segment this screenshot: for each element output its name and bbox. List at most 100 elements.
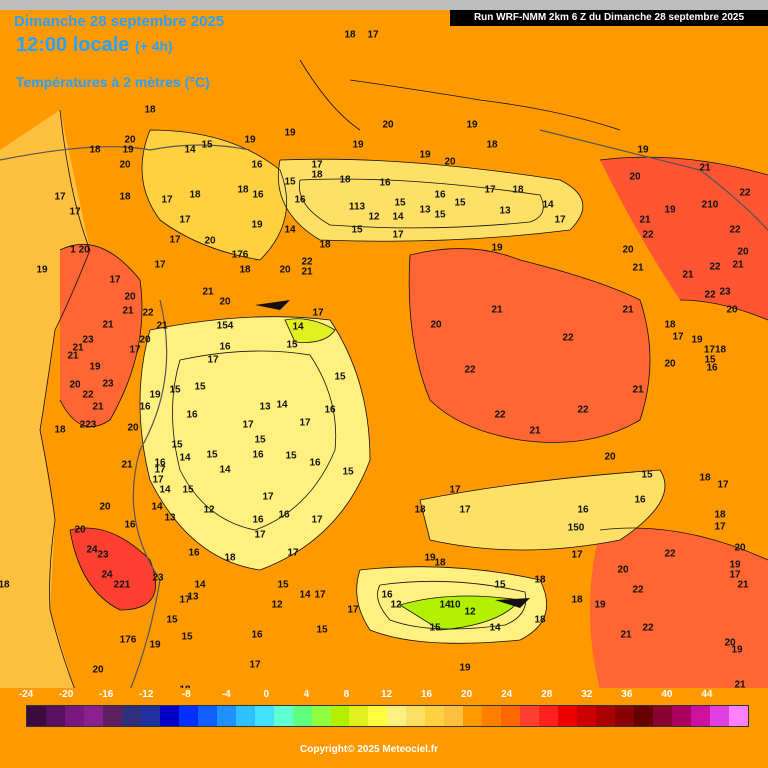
temperature-value: 18 [534,614,546,626]
scale-tick-label: 8 [343,689,350,700]
temperature-value: 176 [231,249,249,261]
temperature-value: 15 [704,354,716,366]
temperature-value: 21 [639,214,651,226]
temperature-value: 20 [127,422,139,434]
temperature-value: 15 [316,624,328,636]
parameter-title: Températures à 2 mètres (°C) [16,74,210,90]
scale-tick-label: 24 [501,689,513,700]
temperature-value: 17 [54,191,66,203]
temperature-value: 17 [484,184,496,196]
temperature-value: 19 [731,644,743,656]
temperature-value: 17 [262,491,274,503]
temperature-value: 10 [449,599,461,611]
cool-zone-northwest [142,130,287,260]
temperature-value: 18 [699,472,711,484]
scale-swatch [64,706,84,726]
temperature-value: 18 [144,104,156,116]
scale-swatch [121,706,141,726]
temperature-value: 14 [219,464,231,476]
scale-swatch [406,706,426,726]
warm-zone-northeast [600,157,768,320]
warm-zone-southeast [590,528,768,690]
temperature-value: 20 [219,296,231,308]
temperature-value: 15 [254,434,266,446]
scale-swatch [482,706,502,726]
temperature-value: 22 [709,261,721,273]
temperature-value: 18 [571,594,583,606]
temperature-value: 17 [312,307,324,319]
temperature-value: 1 20 [70,244,90,256]
temperature-value: 18 [486,139,498,151]
temperature-value: 18 [414,504,426,516]
temperature-value: 13 [499,205,511,217]
temperature-value: 1718 [703,344,727,356]
temperature-value: 14 [284,224,296,236]
scale-swatch [349,706,369,726]
scale-swatch [159,706,179,726]
temperature-value: 21 [92,401,104,413]
scale-swatch [520,706,540,726]
temperature-value: 16 [379,177,391,189]
scale-swatch [615,706,634,726]
scale-swatch [45,706,65,726]
temperature-value: 17 [179,594,191,606]
temperature-value: 17 [109,274,121,286]
run-info: Run WRF-NMM 2km 6 Z du Dimanche 28 septe… [450,10,768,26]
temperature-value: 19 [691,334,703,346]
temperature-value: 15 [182,484,194,496]
warm-zone-center [409,248,650,443]
temperature-value: 21 [122,305,134,317]
temperature-value: 18 [311,169,323,181]
temperature-value: 23 [82,334,94,346]
scale-swatch [652,706,672,726]
temperature-value: 18 [434,557,446,569]
scale-tick-label: -16 [98,689,114,700]
temperature-value: 17 [154,464,166,476]
temperature-value: 17 [311,159,323,171]
temperature-value: 21 [632,262,644,274]
temperature-value: 18 [344,29,356,41]
temperature-value: 20 [737,246,749,258]
temperature-value: 14 [276,399,288,411]
temperature-value: 12 [390,599,402,611]
temperature-value: 22 [642,229,654,241]
temperature-value: 20 [622,244,634,256]
scale-swatch [140,706,160,726]
temperature-value: 15 [201,139,213,151]
scale-tick-label: -12 [138,689,154,700]
temperature-value: 22 [464,364,476,376]
temperature-value: 15 [342,466,354,478]
scale-tick-label: -24 [18,689,34,700]
temperature-value: 15 [286,339,298,351]
temperature-value: 16 [634,494,646,506]
temperature-value: 20 [617,564,629,576]
temperature-value: 16 [577,504,589,516]
temperature-value: 21 [202,286,214,298]
temperature-value: 223 [79,419,97,431]
temperature-value: 221 [113,579,131,591]
temperature-value: 21 [72,342,84,354]
temperature-value: 17 [367,29,379,41]
temperature-value: 176 [119,634,137,646]
temperature-value: 22 [664,548,676,560]
temperature-value: 20 [726,304,738,316]
temperature-value: 13 [259,401,271,413]
scale-swatch [368,706,388,726]
temperature-value: 16 [252,514,264,526]
temperature-value: 16 [381,589,393,601]
temperature-value: 17 [717,479,729,491]
legend-background [0,688,768,768]
temperature-value: 21 [734,679,746,691]
temperature-value: 17 [254,529,266,541]
temperature-value: 12 [464,606,476,618]
temperature-value: 21 [67,350,79,362]
scale-tick-label: 44 [701,689,713,700]
temperature-value: 22 [577,404,589,416]
temperature-value: 15 [334,371,346,383]
temperature-value: 14 [392,211,404,223]
cold-spot-north [285,318,335,343]
temperature-value: 15 [494,579,506,591]
temperature-value: 17 [287,547,299,559]
top-grey-bar [0,0,768,10]
temperature-value: 20 [430,319,442,331]
